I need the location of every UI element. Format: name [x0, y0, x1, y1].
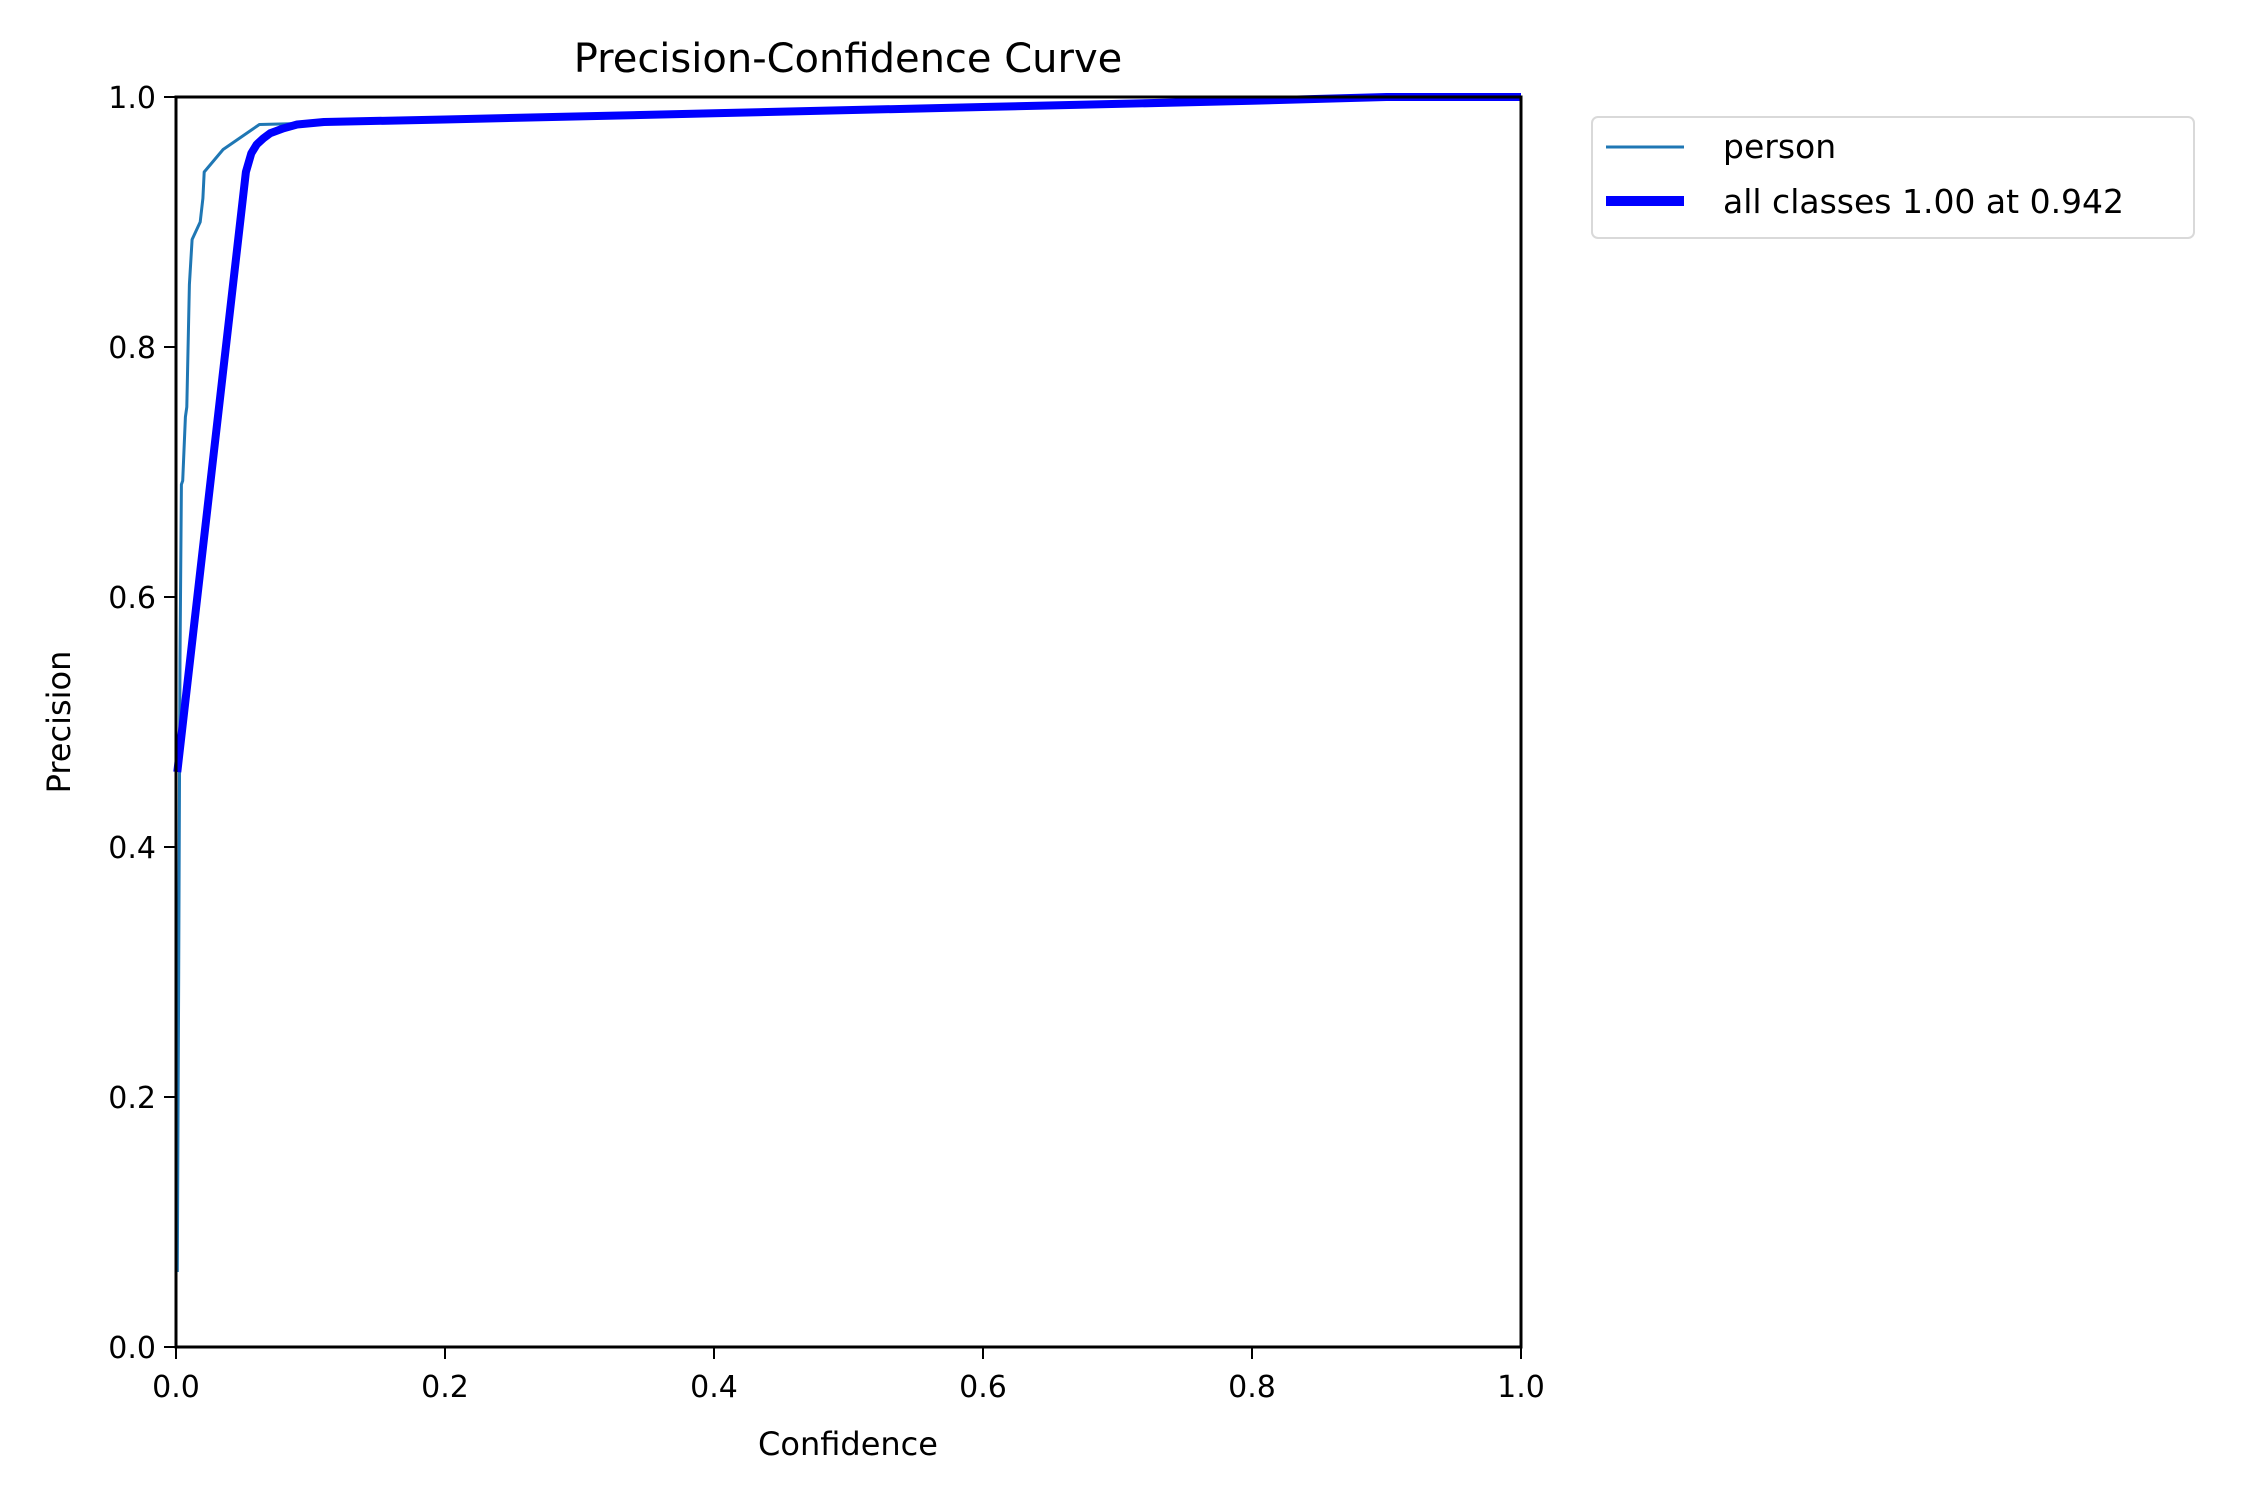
axes: 0.0 0.2 0.4 0.6 0.8 1.0 0.0 0.2 0.4 0.6 0.8 1.0	[108, 81, 1545, 1405]
y-tick-label: 0.4	[108, 831, 156, 866]
y-tick-label: 0.0	[108, 1331, 156, 1366]
legend-frame	[1591, 116, 2195, 239]
y-tick-label: 1.0	[108, 81, 156, 116]
legend-label-person: person	[1723, 127, 1836, 166]
x-tick-label: 0.2	[421, 1370, 469, 1405]
y-tick-label: 0.8	[108, 331, 156, 366]
x-tick-label: 0.8	[1228, 1370, 1276, 1405]
x-tick-label: 0.4	[690, 1370, 738, 1405]
y-tick-label: 0.6	[108, 581, 156, 616]
x-axis-label: Confidence	[758, 1425, 938, 1463]
x-tick-label: 0.0	[152, 1370, 200, 1405]
x-tick-label: 1.0	[1497, 1370, 1545, 1405]
legend: person all classes 1.00 at 0.942	[1591, 116, 2195, 239]
plot-area	[173, 93, 1521, 1273]
legend-label-all-classes: all classes 1.00 at 0.942	[1723, 182, 2124, 221]
y-axis-label: Precision	[40, 651, 78, 794]
y-tick-label: 0.2	[108, 1081, 156, 1116]
series-line-all-classes	[173, 93, 1521, 773]
series-line-person	[175, 95, 1521, 1273]
chart-title: Precision-Confidence Curve	[574, 36, 1123, 82]
x-tick-label: 0.6	[959, 1370, 1007, 1405]
axes-frame	[174, 95, 1523, 1349]
